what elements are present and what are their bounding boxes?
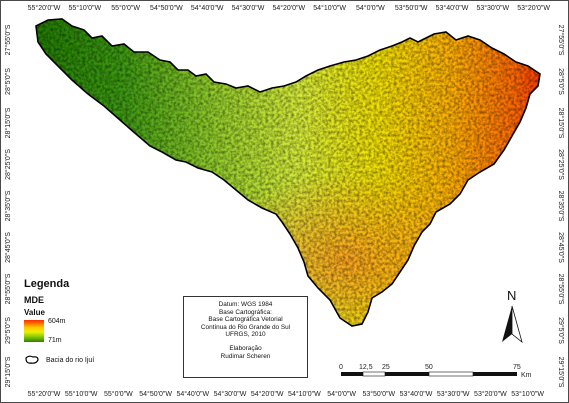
info-base-line1: Base Cartográfica Vetorial — [208, 316, 283, 324]
scale-label-3: 50 — [425, 364, 433, 371]
north-arrow-icon: N — [502, 288, 523, 344]
right-tick-label: 28°35'0"S — [557, 191, 565, 222]
left-tick-label: 29°5'0"S — [4, 317, 12, 344]
bottom-tick-label: 55°0'0"W — [104, 390, 133, 398]
right-tick-label: 28°5'0"S — [557, 68, 565, 95]
legend-min: 71m — [48, 337, 62, 344]
info-base-line2: Contínua do Rio Grande do Sul — [200, 323, 291, 331]
right-tick-label: 29°5'0"S — [557, 317, 565, 344]
top-tick-labels: 55°20'0"W 55°10'0"W 55°0'0"W 54°50'0"W 54°40… — [28, 4, 551, 12]
left-tick-label: 28°15'0"S — [4, 107, 12, 138]
top-tick-label: 53°20'0"W — [517, 4, 550, 12]
legend-basin-item: Bacia do rio Ijuí — [24, 355, 94, 365]
legend-title: Legenda — [24, 278, 70, 290]
left-tick-label: 29°15'0"S — [4, 356, 12, 387]
right-tick-label: 28°45'0"S — [557, 232, 565, 263]
info-author: Rudimar Scheren — [220, 352, 271, 360]
top-tick-label: 55°20'0"W — [28, 4, 61, 12]
top-tick-label: 54°0'0"W — [356, 4, 385, 12]
bottom-tick-label: 53°20'0"W — [474, 390, 507, 398]
top-tick-label: 54°20'0"W — [272, 4, 305, 12]
top-tick-label: 54°30'0"W — [232, 4, 265, 12]
north-label: N — [507, 288, 516, 303]
left-tick-labels: 27°55'0"S 28°5'0"S 28°15'0"S 28°25'0"S 28°35… — [4, 24, 12, 387]
left-tick-label: 28°5'0"S — [4, 68, 12, 95]
left-tick-label: 28°25'0"S — [4, 149, 12, 180]
legend-color-ramp — [24, 320, 44, 342]
info-base-title: Base Cartográfica: — [219, 308, 272, 316]
right-tick-label: 28°55'0"S — [557, 274, 565, 305]
info-box: Datum: WGS 1984 Base Cartográfica: Base … — [183, 296, 308, 378]
top-tick-label: 54°10'0"W — [313, 4, 346, 12]
scale-label-1: 12,5 — [359, 364, 373, 371]
info-elab-title: Elaboração — [229, 344, 262, 352]
dem-raster — [36, 19, 540, 326]
bottom-tick-label: 54°40'0"W — [176, 390, 209, 398]
bottom-tick-label: 54°20'0"W — [251, 390, 284, 398]
top-tick-label: 55°10'0"W — [68, 4, 101, 12]
right-tick-label: 29°15'0"S — [557, 357, 565, 388]
bottom-tick-label: 53°50'0"W — [362, 390, 395, 398]
right-tick-label: 28°15'0"S — [557, 108, 565, 139]
top-tick-label: 55°0'0"W — [111, 4, 140, 12]
scale-label-4: 75 — [513, 364, 521, 371]
info-base-line3: UFRGS, 2010 — [225, 331, 266, 339]
legend-max: 604m — [48, 318, 66, 325]
bottom-tick-label: 54°0'0"W — [327, 390, 356, 398]
basin-symbol-icon — [25, 355, 39, 364]
right-tick-label: 28°25'0"S — [557, 149, 565, 180]
top-tick-label: 54°40'0"W — [191, 4, 224, 12]
bottom-tick-label: 55°10'0"W — [65, 390, 98, 398]
top-tick-label: 53°50'0"W — [395, 4, 428, 12]
right-tick-label: 27°55'0"S — [557, 25, 565, 56]
info-datum: Datum: WGS 1984 — [218, 301, 273, 308]
left-tick-label: 28°55'0"S — [4, 273, 12, 304]
bottom-tick-label: 53°40'0"W — [400, 390, 433, 398]
bottom-tick-labels: 55°20'0"W 55°10'0"W 55°0'0"W 54°50'0"W 54°40… — [28, 390, 545, 398]
left-tick-label: 28°45'0"S — [4, 232, 12, 263]
top-tick-label: 53°40'0"W — [436, 4, 469, 12]
scale-bar: 0 12,5 25 50 75 Km — [339, 364, 532, 379]
bottom-tick-label: 53°30'0"W — [437, 390, 470, 398]
bottom-tick-label: 54°30'0"W — [214, 390, 247, 398]
bottom-tick-label: 55°20'0"W — [28, 390, 61, 398]
scale-label-2: 25 — [382, 364, 390, 371]
legend-basin-label: Bacia do rio Ijuí — [46, 356, 95, 364]
top-tick-label: 53°30'0"W — [476, 4, 509, 12]
bottom-tick-label: 53°10'0"W — [511, 390, 544, 398]
legend-layer: MDE — [24, 295, 44, 305]
left-tick-label: 27°55'0"S — [4, 24, 12, 55]
bottom-tick-label: 54°10'0"W — [288, 390, 321, 398]
right-tick-labels: 27°55'0"S 28°5'0"S 28°15'0"S 28°25'0"S 28°35… — [557, 25, 565, 388]
bottom-tick-label: 54°50'0"W — [139, 390, 172, 398]
left-tick-label: 28°35'0"S — [4, 190, 12, 221]
scale-label-0: 0 — [339, 364, 343, 371]
top-tick-label: 54°50'0"W — [150, 4, 183, 12]
legend-value-label: Value — [24, 308, 45, 317]
scale-unit: Km — [521, 372, 532, 379]
